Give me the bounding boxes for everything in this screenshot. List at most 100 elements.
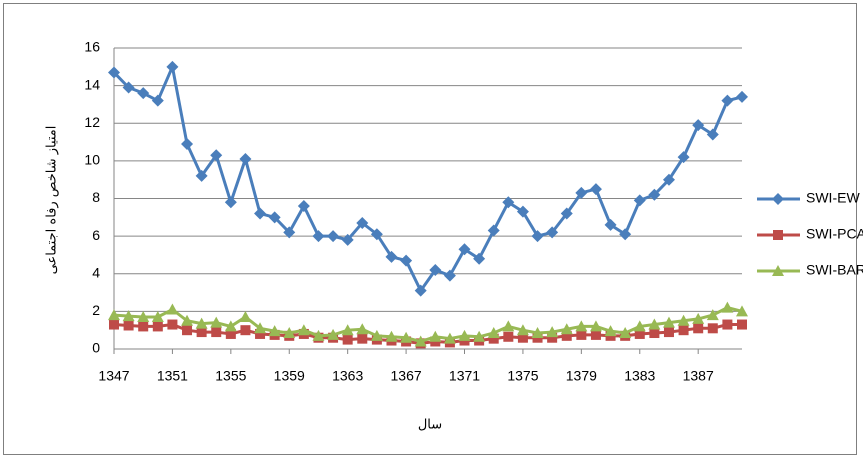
point: [648, 188, 661, 201]
point: [678, 325, 689, 336]
point: [109, 319, 119, 330]
point: [546, 326, 559, 338]
point: [211, 327, 222, 338]
point: [108, 66, 120, 79]
point: [385, 330, 398, 342]
point: [122, 310, 135, 322]
point: [297, 324, 310, 336]
y-tick-label: 2: [92, 302, 100, 318]
point: [122, 81, 135, 94]
point: [721, 301, 734, 313]
point: [370, 329, 383, 341]
point: [561, 330, 572, 341]
legend-label: SWI-EW: [806, 190, 860, 206]
point: [693, 323, 704, 334]
point: [138, 321, 149, 332]
y-tick-label: 0: [92, 340, 100, 356]
y-axis-title: امتیاز شاخص رفاه اجتماعی: [45, 126, 60, 275]
y-tick-label: 6: [92, 227, 100, 243]
point: [356, 323, 369, 335]
point: [400, 331, 413, 343]
point: [224, 196, 237, 209]
point: [341, 324, 354, 336]
x-axis-title: سال: [418, 418, 442, 433]
x-tick-label: 1363: [332, 368, 363, 384]
point: [137, 311, 150, 323]
point: [516, 324, 529, 336]
point: [210, 149, 223, 162]
point: [458, 329, 471, 341]
point: [151, 311, 164, 323]
y-tick-label: 8: [92, 189, 100, 205]
point: [137, 87, 150, 100]
point: [327, 328, 340, 340]
point: [341, 233, 354, 246]
point: [327, 230, 340, 243]
point: [736, 305, 748, 317]
point: [707, 323, 718, 334]
point: [254, 207, 267, 220]
x-tick-label: 1387: [683, 368, 714, 384]
point: [677, 151, 690, 164]
point: [385, 250, 398, 263]
point: [589, 183, 602, 196]
point: [224, 320, 237, 332]
point: [443, 332, 456, 344]
point: [473, 252, 486, 265]
series-line: [112, 61, 743, 294]
point: [356, 216, 369, 229]
point: [255, 328, 266, 339]
point: [240, 325, 251, 336]
point: [662, 316, 675, 328]
point: [692, 119, 705, 132]
point: [604, 325, 617, 337]
point: [487, 327, 500, 339]
point: [268, 211, 281, 224]
point: [297, 200, 310, 213]
point: [181, 137, 194, 150]
point: [357, 333, 368, 344]
point: [195, 169, 208, 182]
point: [312, 230, 325, 243]
point: [547, 332, 558, 343]
x-tick-label: 1351: [157, 368, 188, 384]
legend-label: SWI-PCA: [806, 226, 863, 242]
x-tick-label: 1371: [449, 368, 480, 384]
legend-label: SWI-BAR: [806, 262, 863, 278]
point: [589, 320, 602, 332]
point: [487, 224, 500, 237]
x-tick-label: 1347: [98, 368, 129, 384]
point: [633, 194, 646, 207]
y-tick-label: 10: [84, 152, 100, 168]
point: [123, 320, 134, 331]
point: [706, 309, 719, 321]
point: [722, 319, 733, 330]
point: [662, 173, 675, 186]
point: [503, 331, 514, 342]
point: [634, 328, 645, 339]
point: [531, 230, 544, 243]
point: [225, 328, 236, 339]
point: [429, 330, 442, 342]
point: [429, 263, 442, 276]
point: [254, 322, 267, 334]
point: [604, 218, 617, 231]
point: [633, 320, 646, 332]
chart-frame: [3, 3, 857, 455]
point: [576, 329, 587, 340]
point: [414, 335, 427, 347]
point: [151, 94, 164, 107]
point: [312, 329, 325, 341]
point: [152, 321, 163, 332]
legend-marker: [773, 230, 783, 240]
point: [502, 196, 515, 209]
y-tick-label: 4: [92, 264, 100, 280]
point: [721, 94, 734, 107]
x-tick-label: 1375: [507, 368, 538, 384]
x-tick-label: 1355: [215, 368, 246, 384]
point: [575, 320, 588, 332]
point: [737, 319, 747, 330]
point: [531, 327, 544, 339]
point: [517, 332, 528, 343]
legend-marker: [772, 193, 784, 205]
